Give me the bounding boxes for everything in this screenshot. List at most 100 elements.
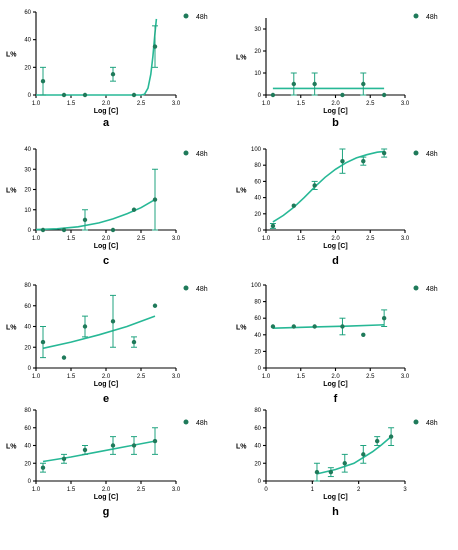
- data-point: [61, 456, 67, 462]
- y-tick-label: 0: [258, 366, 262, 372]
- y-tick-label: 30: [24, 167, 31, 173]
- x-tick-label: 3.0: [172, 487, 181, 493]
- data-point: [361, 332, 366, 337]
- y-tick-label: 40: [254, 333, 261, 339]
- x-tick-label: 2.5: [366, 236, 375, 242]
- y-tick-label: 80: [254, 300, 261, 306]
- x-axis-label: Log [C]: [94, 494, 119, 501]
- data-point: [270, 92, 276, 98]
- y-tick-label: 40: [254, 444, 261, 450]
- panel-label: c: [103, 255, 109, 267]
- y-axis-label: L%: [236, 444, 247, 451]
- data-point: [340, 324, 345, 329]
- chart-panel-c: 1.0 1.5 2.0 2.5 3.0 0 10 20 30 40 Log [C] L% 48h c: [6, 147, 208, 267]
- data-point: [131, 339, 137, 345]
- fit-curve: [35, 198, 156, 231]
- panel-label: a: [103, 117, 110, 129]
- data-point: [110, 443, 116, 448]
- chart-panel-h: 0 1 2 3 0 20 40 60 80 Log [C] L% 48h h: [236, 408, 438, 518]
- fit-curve: [272, 324, 385, 329]
- x-tick-label: 1.0: [32, 487, 41, 493]
- y-axis-label: L%: [236, 55, 247, 62]
- y-tick-label: 80: [24, 408, 31, 414]
- x-tick-label: 3.0: [172, 374, 181, 380]
- y-tick-label: 0: [258, 93, 262, 99]
- data-point: [40, 78, 46, 84]
- y-tick-label: 0: [258, 479, 262, 485]
- y-tick-label: 80: [254, 408, 261, 414]
- chart-panel-g: 1.0 1.5 2.0 2.5 3.0 0 20 40 60 80 Log [C] L% 48h g: [6, 408, 208, 518]
- panel-label: e: [103, 393, 109, 405]
- x-tick-label: 1.5: [67, 487, 76, 493]
- data-point: [152, 303, 158, 308]
- x-axis-label: Log [C]: [323, 243, 348, 250]
- x-tick-label: 2.5: [366, 101, 375, 107]
- y-tick-label: 60: [24, 426, 31, 432]
- data-point: [340, 158, 345, 164]
- fit-curve: [42, 440, 156, 463]
- legend-marker: [183, 150, 189, 156]
- y-tick-label: 20: [254, 49, 261, 55]
- data-point: [381, 150, 387, 156]
- data-point: [291, 81, 296, 87]
- x-tick-label: 1.5: [297, 236, 306, 242]
- fit-curve: [316, 435, 392, 475]
- y-axis-label: L%: [6, 52, 17, 59]
- y-tick-label: 20: [24, 188, 31, 194]
- fit-curve: [42, 315, 156, 350]
- x-tick-label: 2.0: [102, 101, 111, 107]
- x-tick-label: 1.0: [262, 101, 271, 107]
- data-point: [82, 92, 88, 98]
- x-tick-label: 1.5: [67, 236, 76, 242]
- x-axis-label: Log [C]: [323, 494, 348, 501]
- y-axis-label: L%: [6, 325, 17, 332]
- data-point: [381, 92, 387, 98]
- y-tick-label: 40: [24, 147, 31, 153]
- data-point: [131, 207, 137, 212]
- x-tick-label: 3.0: [172, 101, 181, 107]
- legend-marker: [413, 419, 419, 425]
- fit-curve: [36, 18, 158, 96]
- x-tick-label: 2.0: [102, 236, 111, 242]
- x-tick-label: 2.0: [331, 374, 340, 380]
- x-axis-label: Log [C]: [323, 108, 348, 115]
- x-tick-label: 2.0: [102, 374, 111, 380]
- legend-label: 48h: [426, 286, 438, 293]
- x-tick-label: 3.0: [172, 236, 181, 242]
- data-point: [61, 355, 67, 360]
- y-axis-label: L%: [6, 188, 17, 195]
- legend-label: 48h: [196, 286, 208, 293]
- data-point: [110, 319, 116, 324]
- x-tick-label: 1.5: [67, 101, 76, 107]
- legend-label: 48h: [196, 14, 208, 21]
- y-tick-label: 60: [254, 316, 261, 322]
- x-tick-label: 2.0: [102, 487, 111, 493]
- data-point: [381, 316, 387, 321]
- x-tick-label: 0: [264, 487, 268, 493]
- y-tick-label: 20: [24, 461, 31, 467]
- data-point: [361, 81, 366, 87]
- y-tick-label: 80: [254, 163, 261, 169]
- data-point: [152, 44, 158, 49]
- y-tick-label: 0: [28, 479, 32, 485]
- data-point: [361, 452, 366, 457]
- data-point: [270, 223, 276, 229]
- data-point: [152, 197, 158, 202]
- data-point: [110, 227, 116, 233]
- chart-panel-e: 1.0 1.5 2.0 2.5 3.0 0 20 40 60 80 Log [C] L% 48h e: [6, 283, 208, 405]
- y-tick-label: 10: [254, 71, 261, 77]
- legend-marker: [413, 285, 419, 291]
- x-tick-label: 1.0: [262, 236, 271, 242]
- panel-label: f: [334, 393, 338, 405]
- data-point: [82, 324, 88, 329]
- x-tick-label: 2.5: [137, 236, 146, 242]
- data-point: [82, 447, 88, 453]
- legend-label: 48h: [196, 151, 208, 158]
- y-tick-label: 100: [251, 147, 262, 153]
- y-tick-label: 40: [24, 38, 31, 44]
- x-tick-label: 2.5: [137, 487, 146, 493]
- y-axis-label: L%: [6, 444, 17, 451]
- y-tick-label: 60: [254, 179, 261, 185]
- panel-label: b: [332, 117, 339, 129]
- x-tick-label: 2.0: [331, 101, 340, 107]
